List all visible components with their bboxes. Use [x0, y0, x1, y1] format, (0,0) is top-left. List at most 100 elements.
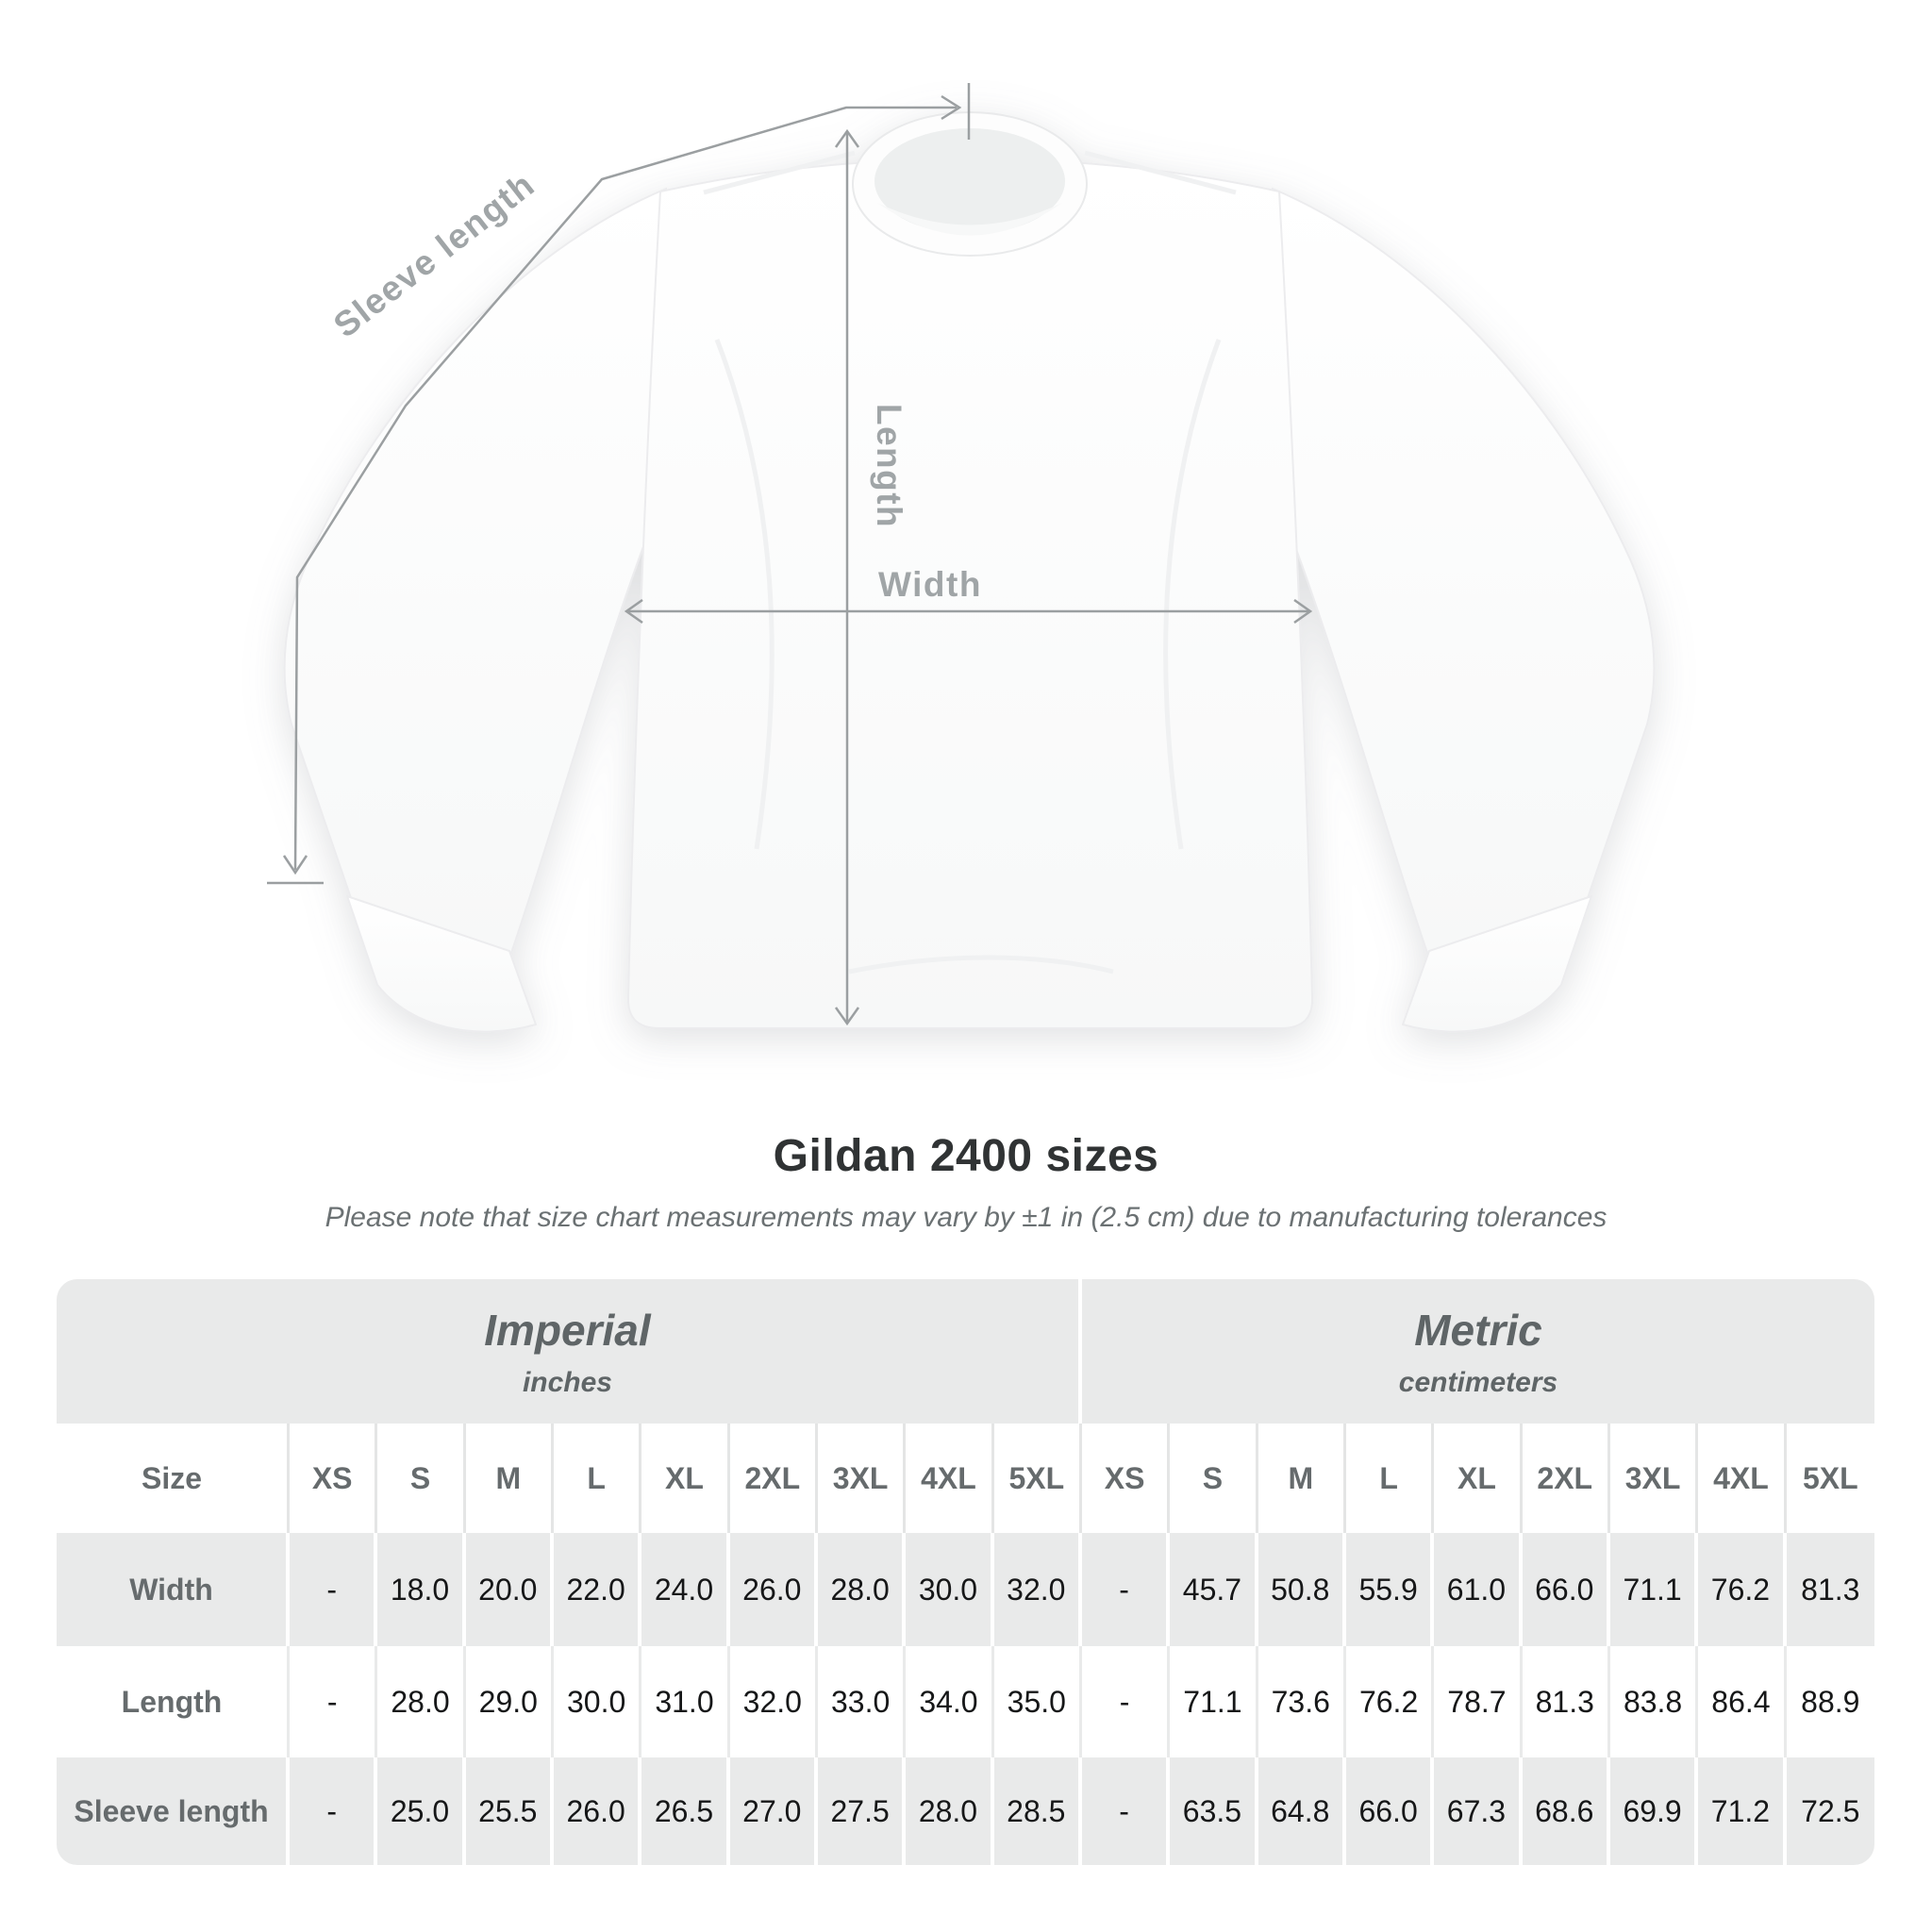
value-cell: 78.7: [1434, 1646, 1523, 1757]
size-header-cell: 3XL: [1609, 1424, 1699, 1533]
value-cell: 25.0: [377, 1757, 466, 1865]
value-cell: -: [290, 1533, 378, 1646]
value-cell: -: [290, 1757, 378, 1865]
value-cell: 22.0: [553, 1533, 642, 1646]
size-header-cell: XL: [641, 1424, 730, 1533]
size-table: Imperial inches Metric centimeters Size …: [57, 1279, 1874, 1865]
left-cuff: [345, 894, 538, 1033]
length-label: Length: [870, 404, 908, 528]
unit-header-row: Imperial inches Metric centimeters: [57, 1279, 1874, 1424]
value-cell: 24.0: [641, 1533, 730, 1646]
size-header-cell: XS: [290, 1424, 378, 1533]
row-label: Width: [57, 1533, 290, 1646]
value-cell: 25.5: [465, 1757, 554, 1865]
value-cell: 28.5: [993, 1757, 1082, 1865]
length-arrow-down-icon: [834, 1007, 860, 1026]
size-header-cell: XS: [1081, 1424, 1171, 1533]
value-cell: 55.9: [1345, 1533, 1435, 1646]
value-cell: 28.0: [377, 1646, 466, 1757]
value-cell: 27.5: [817, 1757, 907, 1865]
value-cell: 26.0: [553, 1757, 642, 1865]
value-cell: 66.0: [1345, 1757, 1435, 1865]
width-row: Width - 18.0 20.0 22.0 24.0 26.0 28.0 30…: [57, 1533, 1874, 1646]
imperial-unit-header: Imperial inches: [57, 1279, 1082, 1424]
value-cell: 30.0: [553, 1646, 642, 1757]
sleeve-length-arrow-right-icon: [941, 94, 962, 121]
metric-unit-header: Metric centimeters: [1081, 1279, 1874, 1424]
page-title: Gildan 2400 sizes: [773, 1131, 1159, 1181]
value-cell: 32.0: [729, 1646, 818, 1757]
value-cell: 20.0: [465, 1533, 554, 1646]
imperial-label: Imperial: [484, 1305, 651, 1355]
size-header-cell: XL: [1434, 1424, 1523, 1533]
size-header-cell: L: [553, 1424, 642, 1533]
value-cell: 31.0: [641, 1646, 730, 1757]
value-cell: 30.0: [906, 1533, 994, 1646]
size-header-cell: 5XL: [993, 1424, 1082, 1533]
width-arrow-left-icon: [624, 598, 643, 625]
row-label: Length: [57, 1646, 290, 1757]
size-header-cell: 5XL: [1786, 1424, 1874, 1533]
imperial-sublabel: inches: [522, 1366, 612, 1398]
sleeve-length-arrow-down-icon: [282, 855, 308, 875]
value-cell: 66.0: [1522, 1533, 1610, 1646]
size-header-row: Size XS S M L XL 2XL 3XL 4XL 5XL XS S M …: [57, 1424, 1874, 1533]
value-cell: 28.0: [906, 1757, 994, 1865]
size-column-header: Size: [57, 1424, 290, 1533]
value-cell: 64.8: [1257, 1757, 1346, 1865]
value-cell: 50.8: [1257, 1533, 1346, 1646]
value-cell: -: [1081, 1646, 1171, 1757]
value-cell: 81.3: [1786, 1533, 1874, 1646]
value-cell: 67.3: [1434, 1757, 1523, 1865]
value-cell: 32.0: [993, 1533, 1082, 1646]
value-cell: 83.8: [1609, 1646, 1699, 1757]
value-cell: 76.2: [1345, 1646, 1435, 1757]
value-cell: -: [1081, 1533, 1171, 1646]
value-cell: 72.5: [1786, 1757, 1874, 1865]
value-cell: 34.0: [906, 1646, 994, 1757]
right-cuff: [1401, 894, 1593, 1033]
value-cell: -: [290, 1646, 378, 1757]
value-cell: 26.5: [641, 1757, 730, 1865]
value-cell: -: [1081, 1757, 1171, 1865]
value-cell: 63.5: [1170, 1757, 1258, 1865]
value-cell: 18.0: [377, 1533, 466, 1646]
value-cell: 81.3: [1522, 1646, 1610, 1757]
value-cell: 28.0: [817, 1533, 907, 1646]
value-cell: 69.9: [1609, 1757, 1699, 1865]
value-cell: 71.1: [1609, 1533, 1699, 1646]
heading-block: Gildan 2400 sizes Please note that size …: [0, 1134, 1932, 1234]
value-cell: 45.7: [1170, 1533, 1258, 1646]
value-cell: 61.0: [1434, 1533, 1523, 1646]
value-cell: 86.4: [1698, 1646, 1787, 1757]
sleeve-length-row: Sleeve length - 25.0 25.5 26.0 26.5 27.0…: [57, 1757, 1874, 1865]
value-cell: 35.0: [993, 1646, 1082, 1757]
value-cell: 88.9: [1786, 1646, 1874, 1757]
collar-opening: [874, 128, 1065, 234]
size-header-cell: M: [465, 1424, 554, 1533]
size-header-cell: 3XL: [817, 1424, 907, 1533]
sleeve-length-dimension-line: [293, 106, 957, 871]
value-cell: 27.0: [729, 1757, 818, 1865]
size-header-cell: 2XL: [729, 1424, 818, 1533]
size-header-cell: S: [377, 1424, 466, 1533]
value-cell: 71.2: [1698, 1757, 1787, 1865]
size-header-cell: L: [1345, 1424, 1435, 1533]
value-cell: 71.1: [1170, 1646, 1258, 1757]
value-cell: 68.6: [1522, 1757, 1610, 1865]
shirt-mockup: [283, 111, 1656, 1033]
value-cell: 33.0: [817, 1646, 907, 1757]
value-cell: 26.0: [729, 1533, 818, 1646]
shirt-diagram: Sleeve length Length Width: [267, 83, 1656, 1033]
width-arrow-right-icon: [1293, 598, 1313, 625]
size-header-cell: 2XL: [1522, 1424, 1610, 1533]
tolerance-note: Please note that size chart measurements…: [325, 1202, 1607, 1233]
value-cell: 73.6: [1257, 1646, 1346, 1757]
value-cell: 76.2: [1698, 1533, 1787, 1646]
length-row: Length - 28.0 29.0 30.0 31.0 32.0 33.0 3…: [57, 1646, 1874, 1757]
length-arrow-up-icon: [834, 128, 860, 148]
metric-label: Metric: [1414, 1305, 1542, 1355]
value-cell: 29.0: [465, 1646, 554, 1757]
collar-band: [877, 203, 1062, 236]
